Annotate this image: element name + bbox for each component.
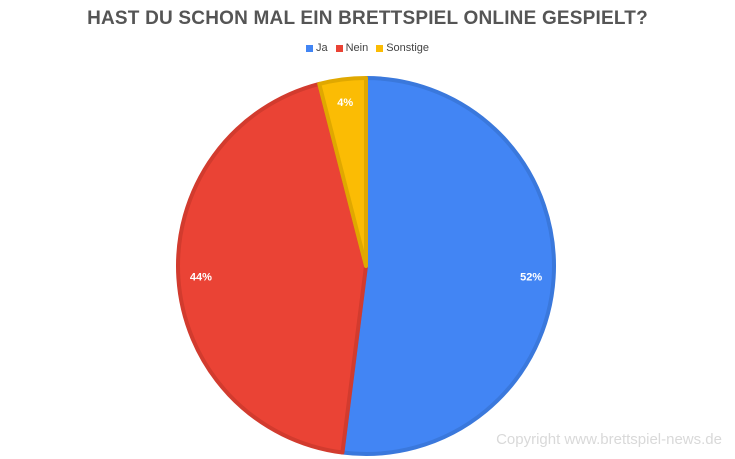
legend-item-ja[interactable]: Ja: [305, 42, 328, 54]
slice-label-sonstige: 4%: [337, 97, 353, 109]
pie-slice-sonstige[interactable]: [317, 76, 368, 268]
legend-swatch-ja: [305, 44, 313, 52]
legend-swatch-sonstige: [376, 44, 384, 52]
pie-slice-ja[interactable]: [340, 76, 556, 456]
legend: Ja Nein Sonstige: [0, 42, 735, 54]
legend-item-sonstige[interactable]: Sonstige: [376, 42, 429, 54]
slice-label-ja: 52%: [520, 271, 542, 283]
legend-label-nein: Nein: [345, 42, 369, 54]
legend-label-sonstige: Sonstige: [386, 42, 430, 54]
slice-label-nein: 44%: [190, 271, 212, 283]
legend-item-nein[interactable]: Nein: [335, 42, 369, 54]
chart-title: HAST DU SCHON MAL EIN BRETTSPIEL ONLINE …: [87, 8, 648, 29]
copyright-watermark: Copyright www.brettspiel-news.de: [496, 431, 722, 448]
legend-label-ja: Ja: [315, 42, 328, 54]
legend-swatch-nein: [335, 44, 343, 52]
pie-slice-nein[interactable]: [176, 81, 368, 455]
